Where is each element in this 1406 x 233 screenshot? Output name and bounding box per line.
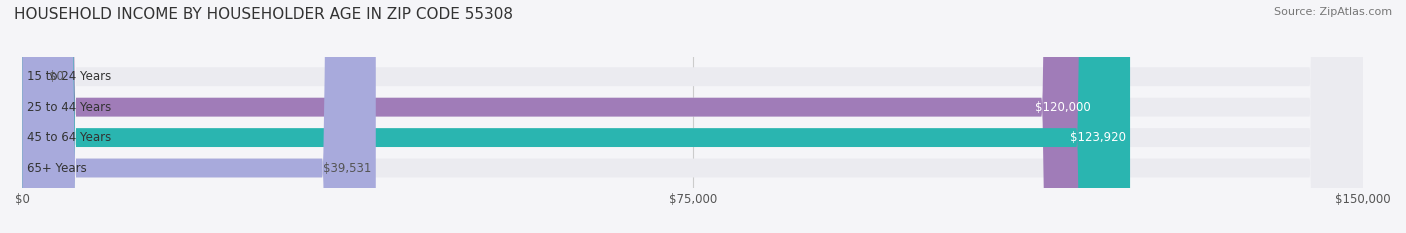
FancyBboxPatch shape [22,0,375,233]
Text: $39,531: $39,531 [323,161,371,175]
Text: 65+ Years: 65+ Years [27,161,87,175]
FancyBboxPatch shape [22,0,1130,233]
Text: 15 to 24 Years: 15 to 24 Years [27,70,111,83]
FancyBboxPatch shape [22,0,1364,233]
FancyBboxPatch shape [22,0,1364,233]
Text: $123,920: $123,920 [1070,131,1126,144]
Text: 25 to 44 Years: 25 to 44 Years [27,101,111,114]
Text: $120,000: $120,000 [1035,101,1091,114]
Text: HOUSEHOLD INCOME BY HOUSEHOLDER AGE IN ZIP CODE 55308: HOUSEHOLD INCOME BY HOUSEHOLDER AGE IN Z… [14,7,513,22]
Text: Source: ZipAtlas.com: Source: ZipAtlas.com [1274,7,1392,17]
Text: $0: $0 [49,70,65,83]
Text: 45 to 64 Years: 45 to 64 Years [27,131,111,144]
FancyBboxPatch shape [22,0,1364,233]
FancyBboxPatch shape [22,0,1364,233]
FancyBboxPatch shape [22,0,1095,233]
